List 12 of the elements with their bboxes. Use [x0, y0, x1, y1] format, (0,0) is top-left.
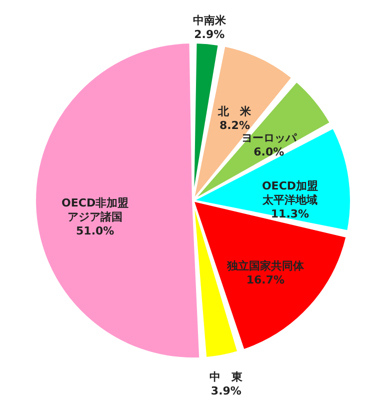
slice-label: 北 米	[217, 104, 252, 118]
data-label: 8.2%	[219, 118, 250, 132]
data-label: 3.9%	[210, 384, 242, 398]
slice-label: OECD非加盟アジア諸国	[62, 196, 129, 224]
slice-label: 独立国家共同体	[226, 259, 305, 272]
slice-label: OECD加盟太平洋地域	[261, 180, 318, 207]
data-label: 51.0%	[76, 224, 114, 238]
data-label: 11.3%	[270, 208, 310, 221]
data-label: 16.7%	[246, 273, 285, 286]
slice-label: 中 東	[210, 370, 244, 384]
data-label: 2.9%	[194, 28, 225, 42]
slice-label: 中南米	[192, 14, 227, 28]
